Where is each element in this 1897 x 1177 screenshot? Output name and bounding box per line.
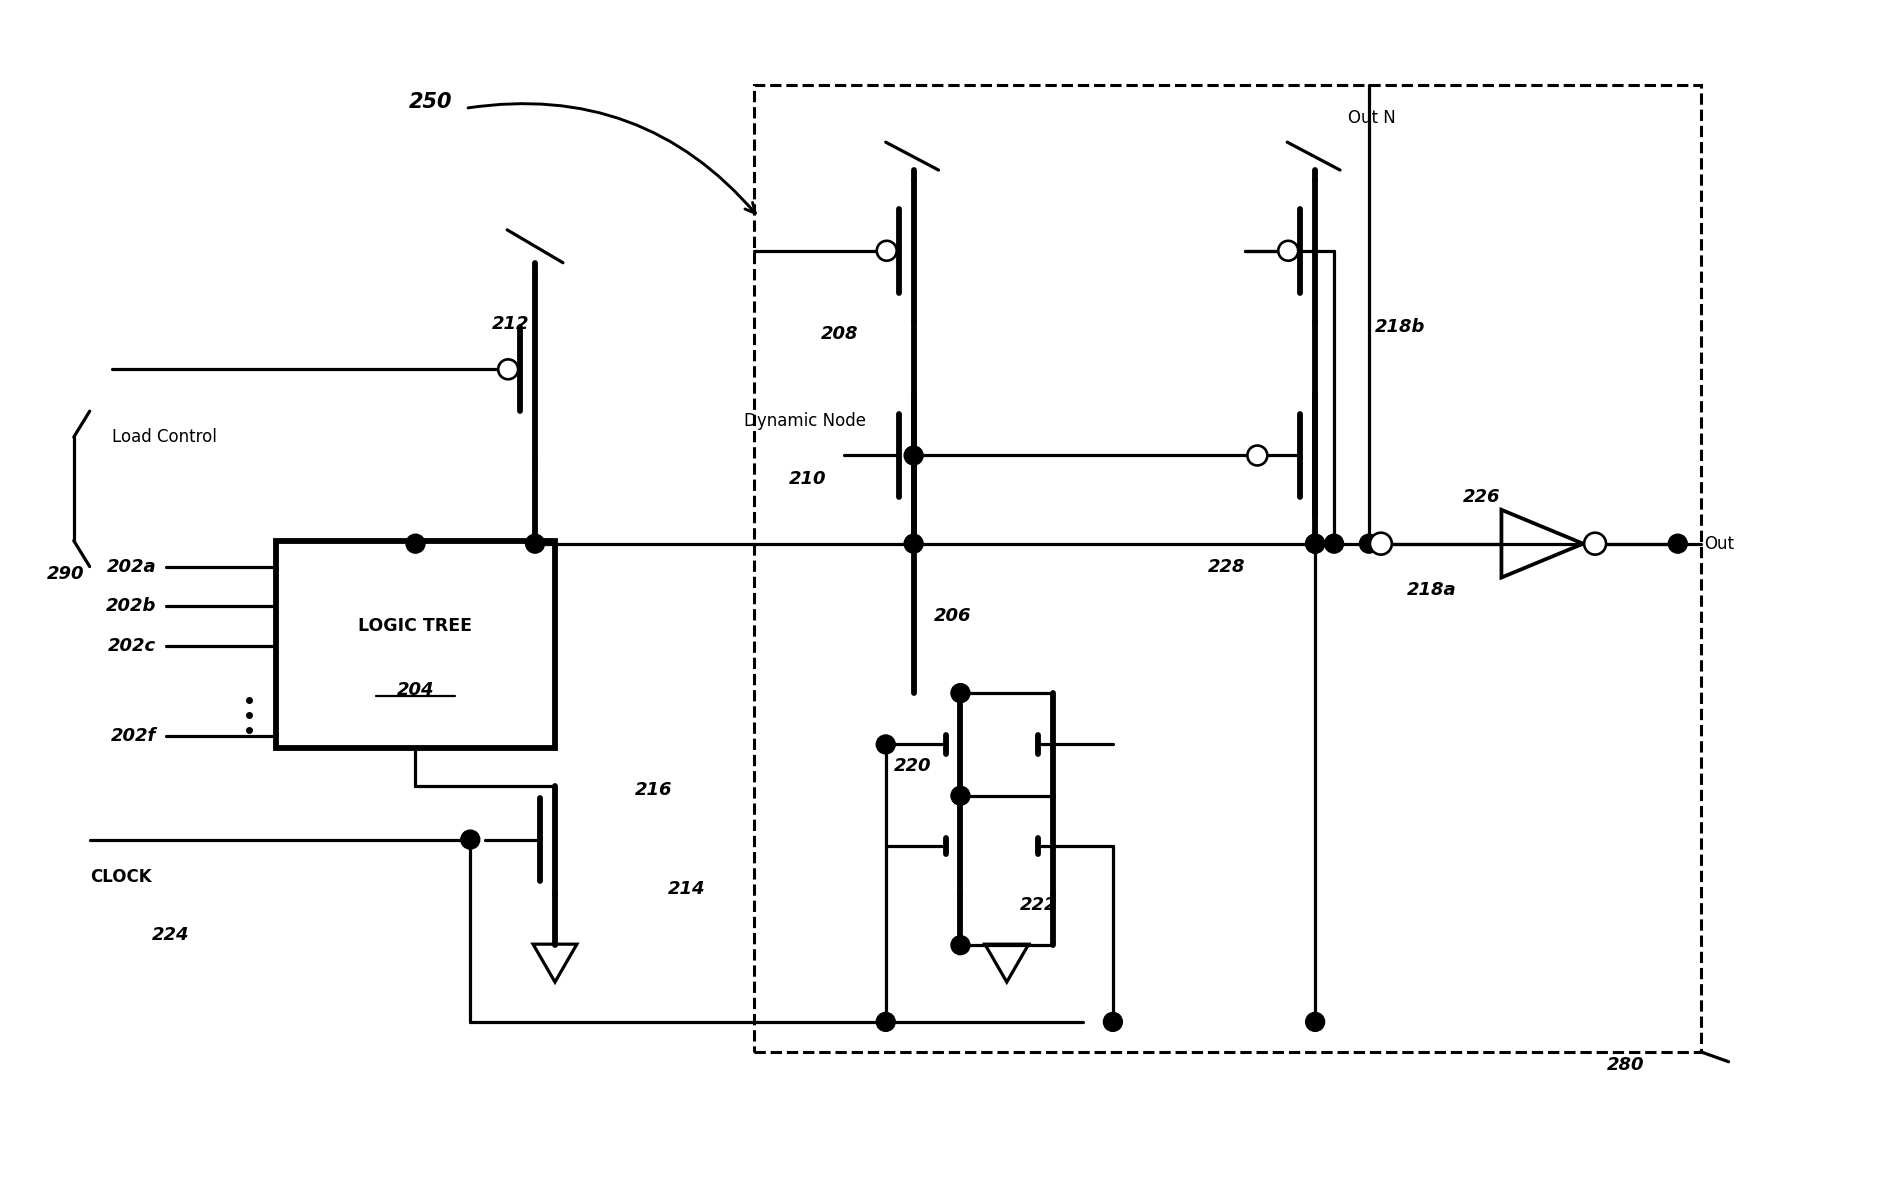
Text: 224: 224 xyxy=(152,926,190,944)
Bar xyxy=(275,540,556,747)
Text: Dynamic Node: Dynamic Node xyxy=(744,412,867,430)
Text: LOGIC TREE: LOGIC TREE xyxy=(359,618,472,636)
Circle shape xyxy=(950,786,969,805)
Circle shape xyxy=(1324,534,1343,553)
Text: 202b: 202b xyxy=(106,598,156,616)
Text: 216: 216 xyxy=(635,780,672,799)
Text: 290: 290 xyxy=(47,565,83,583)
Circle shape xyxy=(950,936,969,955)
Text: 218b: 218b xyxy=(1375,319,1425,337)
Text: CLOCK: CLOCK xyxy=(89,869,152,886)
Circle shape xyxy=(1305,1012,1324,1031)
Text: Out: Out xyxy=(1704,534,1734,553)
Text: 226: 226 xyxy=(1463,487,1501,506)
Text: 214: 214 xyxy=(668,880,706,898)
Circle shape xyxy=(406,534,425,553)
Circle shape xyxy=(1360,534,1379,553)
Circle shape xyxy=(905,534,924,553)
Text: 210: 210 xyxy=(789,470,827,488)
Text: 280: 280 xyxy=(1607,1056,1645,1073)
Text: 202f: 202f xyxy=(112,727,156,745)
Circle shape xyxy=(1667,534,1686,553)
Text: 222: 222 xyxy=(1021,897,1059,915)
Circle shape xyxy=(1305,534,1324,553)
Bar xyxy=(755,86,1702,1052)
Circle shape xyxy=(876,1012,895,1031)
Circle shape xyxy=(1279,241,1298,261)
Text: 218a: 218a xyxy=(1408,581,1457,599)
Circle shape xyxy=(1104,1012,1123,1031)
Text: 208: 208 xyxy=(821,326,859,344)
Text: 212: 212 xyxy=(491,315,529,333)
Circle shape xyxy=(876,734,895,754)
Text: Load Control: Load Control xyxy=(112,428,216,446)
Circle shape xyxy=(461,830,480,849)
Circle shape xyxy=(1305,534,1324,553)
Circle shape xyxy=(1248,446,1267,465)
Text: 228: 228 xyxy=(1208,558,1244,576)
Circle shape xyxy=(950,684,969,703)
Text: 250: 250 xyxy=(408,92,451,112)
Text: 202a: 202a xyxy=(106,558,156,576)
Circle shape xyxy=(905,446,924,465)
Text: Out N: Out N xyxy=(1349,109,1396,127)
Text: 206: 206 xyxy=(933,607,971,625)
Circle shape xyxy=(1584,533,1607,554)
Circle shape xyxy=(1370,533,1392,554)
Text: 220: 220 xyxy=(893,757,931,774)
Text: 202c: 202c xyxy=(108,637,156,656)
Circle shape xyxy=(499,359,518,379)
Circle shape xyxy=(525,534,544,553)
Text: 204: 204 xyxy=(396,681,434,699)
Circle shape xyxy=(876,241,897,261)
